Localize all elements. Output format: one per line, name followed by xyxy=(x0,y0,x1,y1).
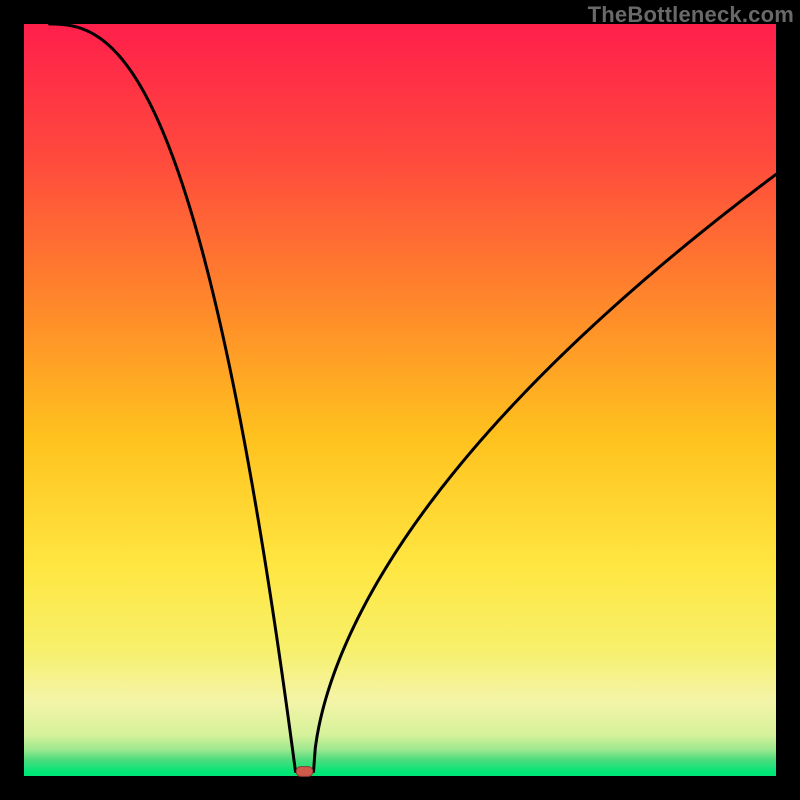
plot-background xyxy=(24,24,776,776)
bottleneck-chart xyxy=(0,0,800,800)
optimum-marker xyxy=(296,767,313,777)
